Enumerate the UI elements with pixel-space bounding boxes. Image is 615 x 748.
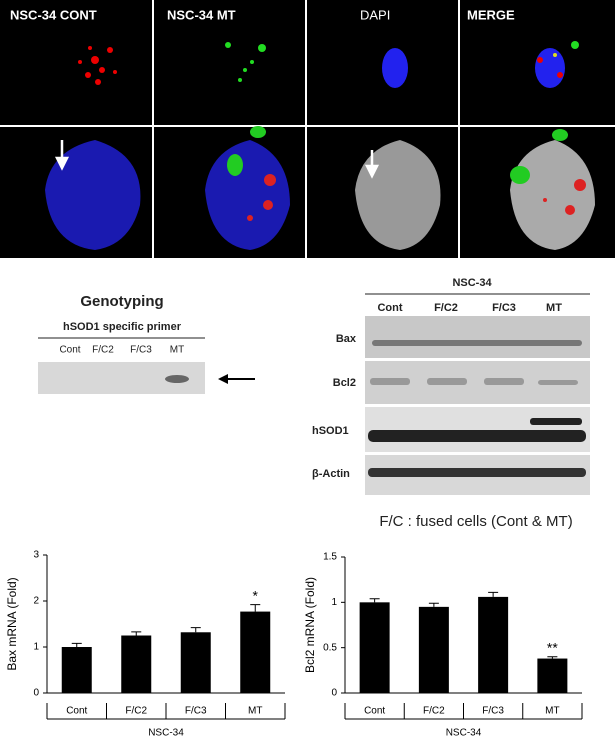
row-label: hSOD1 [312, 425, 349, 437]
y-axis-label: Bax mRNA (Fold) [5, 577, 19, 670]
lane-label: F/C3 [492, 302, 516, 314]
lane-label: F/C3 [130, 345, 152, 356]
lane-label: F/C2 [92, 345, 114, 356]
y-tick-label: 0 [331, 688, 337, 699]
error-bar [488, 591, 499, 597]
genotyping: Genotyping hSOD1 specific primer Cont F/… [38, 293, 255, 394]
lane-label: Cont [59, 345, 80, 356]
lane-label: F/C2 [434, 302, 458, 314]
panel-label: DAPI [360, 7, 390, 22]
x-tick-label: F/C3 [482, 706, 504, 717]
x-tick-label: F/C2 [423, 706, 445, 717]
x-tick-label: Cont [364, 706, 385, 717]
lane-label: MT [546, 302, 562, 314]
note: F/C : fused cells (Cont & MT) [379, 513, 572, 530]
error-bar [71, 642, 82, 647]
row-label: Bcl2 [333, 377, 356, 389]
y-tick-label: 3 [33, 550, 39, 561]
panel-label: NSC-34 MT [167, 7, 236, 22]
blot-title: NSC-34 [452, 277, 492, 289]
error-bar [428, 602, 439, 607]
bar [418, 606, 449, 693]
y-tick-label: 1.5 [323, 552, 337, 563]
bar [240, 611, 271, 693]
x-tick-label: F/C2 [125, 706, 147, 717]
genotyping-title: Genotyping [80, 293, 163, 310]
error-bar [547, 656, 558, 659]
annotation: * [253, 587, 259, 603]
x-tick-label: MT [248, 706, 262, 717]
row-label: Bax [336, 333, 357, 345]
bar [61, 647, 92, 693]
x-tick-label: MT [545, 706, 559, 717]
x-axis-label: NSC-34 [446, 728, 482, 739]
error-bar [190, 627, 201, 633]
error-bar [131, 631, 142, 636]
western-blot: NSC-34 Cont F/C2 F/C3 MT Bax Bcl2 hSOD1 … [312, 277, 590, 530]
y-tick-label: 0.5 [323, 642, 337, 653]
y-tick-label: 1 [331, 597, 337, 608]
y-axis-label: Bcl2 mRNA (Fold) [303, 577, 317, 673]
lane-label: MT [170, 345, 184, 356]
y-tick-label: 1 [33, 642, 39, 653]
primer-label: hSOD1 specific primer [63, 321, 182, 333]
annotation: ** [547, 639, 558, 655]
bar [359, 602, 390, 693]
bar [121, 635, 152, 693]
error-bar [250, 604, 261, 612]
x-tick-label: Cont [66, 706, 87, 717]
panel-label: NSC-34 CONT [10, 7, 97, 22]
x-axis-label: NSC-34 [148, 728, 184, 739]
bar [478, 596, 509, 693]
bar [537, 658, 568, 693]
microscopy: NSC-34 CONT NSC-34 MT DAPI MERGE [0, 0, 615, 258]
error-bar [369, 598, 380, 603]
row-label: β-Actin [312, 468, 350, 480]
lane-label: Cont [377, 302, 402, 314]
x-tick-label: F/C3 [185, 706, 207, 717]
y-tick-label: 0 [33, 688, 39, 699]
y-tick-label: 2 [33, 596, 39, 607]
panel-label: MERGE [467, 7, 515, 22]
bar [180, 632, 211, 693]
